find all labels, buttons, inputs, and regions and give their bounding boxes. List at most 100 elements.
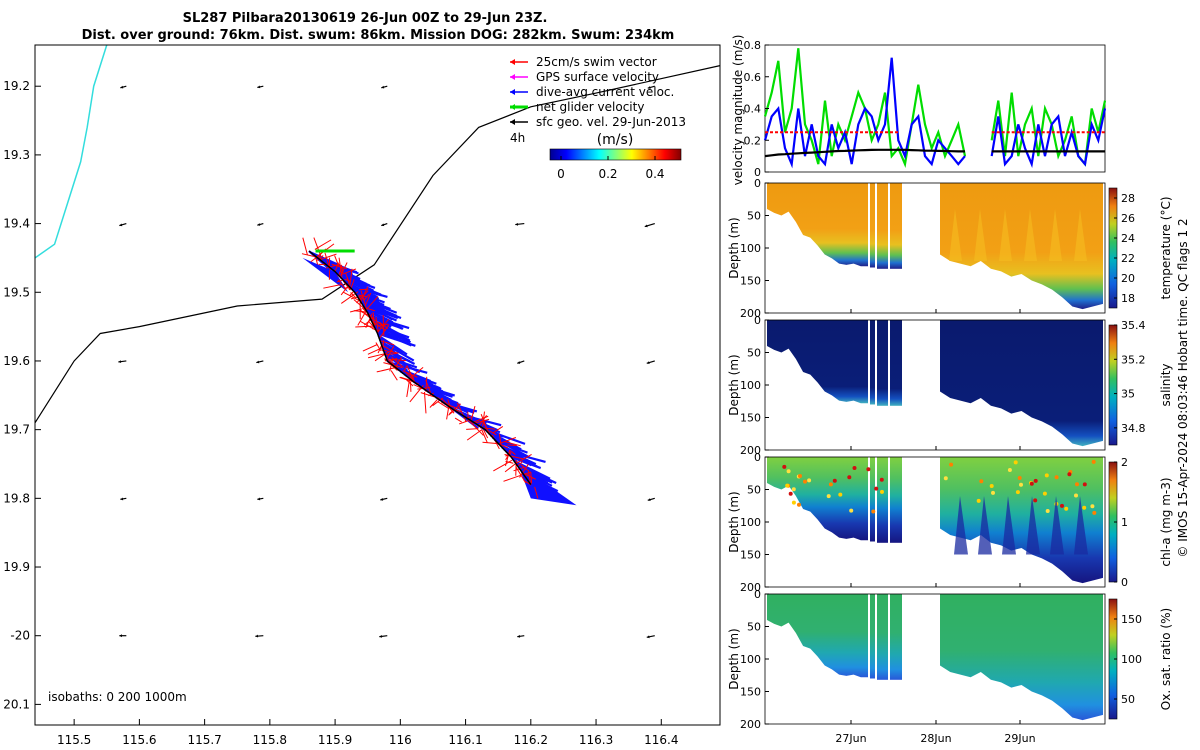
chl-sample-dot	[1029, 481, 1034, 486]
swim-vector-arrow	[320, 253, 337, 261]
swim-vector-arrow	[390, 370, 398, 381]
glider-track-line	[308, 250, 532, 486]
section-data-block	[870, 594, 875, 679]
chl-low-plume	[954, 496, 968, 555]
swim-vector-arrow	[466, 428, 479, 430]
chl-sample-dot	[1019, 482, 1023, 487]
swim-vector-arrow	[364, 296, 379, 312]
y-tick-label: 0	[754, 314, 761, 327]
chl-sample-dot	[1017, 476, 1022, 480]
swim-vector-arrow	[379, 339, 395, 346]
y-tick-label: 50	[747, 484, 761, 497]
swim-vector-arrow	[503, 474, 521, 482]
surface-vector-head	[120, 497, 124, 501]
swim-vector-arrow	[454, 417, 462, 423]
chl-sample-dot	[866, 467, 871, 472]
swim-vector-arrow	[395, 357, 402, 368]
chl-sample-dot	[1082, 505, 1087, 510]
swim-vector-arrow	[379, 324, 390, 339]
surface-vector-arrow	[646, 635, 655, 639]
y-tick-label: 19.5	[3, 285, 30, 299]
temp-warm-plume	[999, 209, 1012, 261]
current-vector-arrow	[369, 316, 404, 330]
current-vector-arrow	[379, 340, 415, 362]
colorbar-tick-label: 35.4	[1121, 319, 1146, 332]
y-tick-label: 0.4	[744, 103, 762, 116]
swim-vector-arrow	[526, 474, 534, 479]
colorbar-tick-label: 24	[1121, 232, 1135, 245]
y-tick-label: 150	[740, 686, 761, 699]
y-tick-label: 19.8	[3, 491, 30, 505]
swim-vector-arrow	[355, 325, 376, 328]
y-tick-label: 100	[740, 516, 761, 529]
chl-sample-dot	[1054, 475, 1059, 480]
chl-sample-dot	[798, 474, 802, 478]
surface-vector-arrow	[644, 223, 655, 228]
x-tick-label: 116.4	[644, 733, 678, 747]
y-tick-label: 19.6	[3, 354, 30, 368]
surface-vector-arrow	[119, 223, 127, 227]
section-ylabel: Depth (m)	[727, 628, 741, 689]
swim-vector-arrow	[353, 310, 366, 313]
x-tick-label: 115.9	[318, 733, 352, 747]
colorbar-tick-label: 35	[1121, 388, 1135, 401]
colorbar-tick-label: 0.4	[645, 167, 664, 181]
swim-vector-arrow	[515, 454, 532, 464]
colorbar-title: (m/s)	[597, 132, 634, 148]
swim-vector-arrow	[492, 426, 504, 434]
colorbar-tick-label: 100	[1121, 653, 1142, 666]
velocity-series-line	[990, 108, 1107, 169]
current-vector-band	[302, 257, 349, 293]
section-data-block	[870, 183, 875, 268]
swim-vector-arrow	[534, 486, 539, 499]
current-vector-arrow	[505, 450, 546, 464]
chl-sample-dot	[807, 478, 812, 483]
chl-sample-dot	[976, 498, 981, 503]
chl-sample-dot	[1045, 509, 1050, 513]
surface-vector-arrow	[119, 634, 127, 638]
surface-vector-arrow	[515, 222, 525, 226]
map-x-ticks: 115.5 115.6 115.7 115.8 115.9 116 116.1 116.2 11…	[57, 719, 678, 747]
legend-item: net glider velocity	[510, 100, 644, 114]
section-data-block	[877, 320, 888, 406]
current-vector-arrow	[372, 323, 410, 339]
colorbar-tick-label: 22	[1121, 252, 1135, 265]
swim-vector-arrow	[301, 253, 315, 258]
chl-sample-dot	[879, 477, 884, 482]
surface-vector-arrow	[120, 85, 127, 89]
velocity-y-ticks: 0 0.2 0.4 0.6 0.8	[744, 39, 769, 179]
surface-vector-head	[118, 360, 122, 364]
swim-vector-arrow	[489, 430, 497, 436]
y-tick-label: 0	[754, 451, 761, 464]
surface-vector-arrow	[255, 634, 264, 638]
swim-vector-arrow	[463, 416, 472, 419]
chl-sample-dot	[1067, 472, 1072, 477]
colorbar-tick-label: 34.8	[1121, 422, 1146, 435]
surface-vector-head	[381, 223, 385, 227]
legend-interval-label: 4h	[510, 131, 525, 145]
dive-avg-current-vectors	[302, 250, 577, 506]
surface-vector-head	[646, 361, 650, 364]
current-vector-band	[517, 463, 577, 506]
swim-vector-arrow	[338, 267, 343, 275]
colorbar-tick-label: 50	[1121, 693, 1135, 706]
chl-sample-dot	[1075, 482, 1079, 487]
surface-vector-head	[644, 224, 648, 228]
colorbar-tick-label: 28	[1121, 192, 1135, 205]
surface-vector-head	[647, 498, 651, 501]
velocity-panel: 0 0.2 0.4 0.6 0.8 velocity magnitude (m/s)	[731, 35, 1107, 185]
chl-sample-dot	[785, 483, 790, 488]
section-data-block	[940, 594, 1103, 721]
swim-vector-arrow	[368, 352, 388, 359]
chl-sample-dot	[828, 482, 833, 487]
legend-arrowhead	[510, 119, 515, 125]
section-panel-4: 0 50 100 150 200 Depth (m) 0 1 2 chl-a (mg m-3)	[727, 451, 1173, 594]
legend-arrowhead	[510, 74, 515, 80]
section-data-block	[870, 457, 875, 542]
y-tick-label: 200	[740, 581, 761, 594]
swim-vector-arrow	[382, 315, 385, 337]
chart-title-line1: SL287 Pilbara20130619 26-Jun 00Z to 29-J…	[183, 11, 548, 26]
legend-item: 25cm/s swim vector	[510, 55, 657, 69]
temp-warm-plume	[1074, 209, 1087, 261]
